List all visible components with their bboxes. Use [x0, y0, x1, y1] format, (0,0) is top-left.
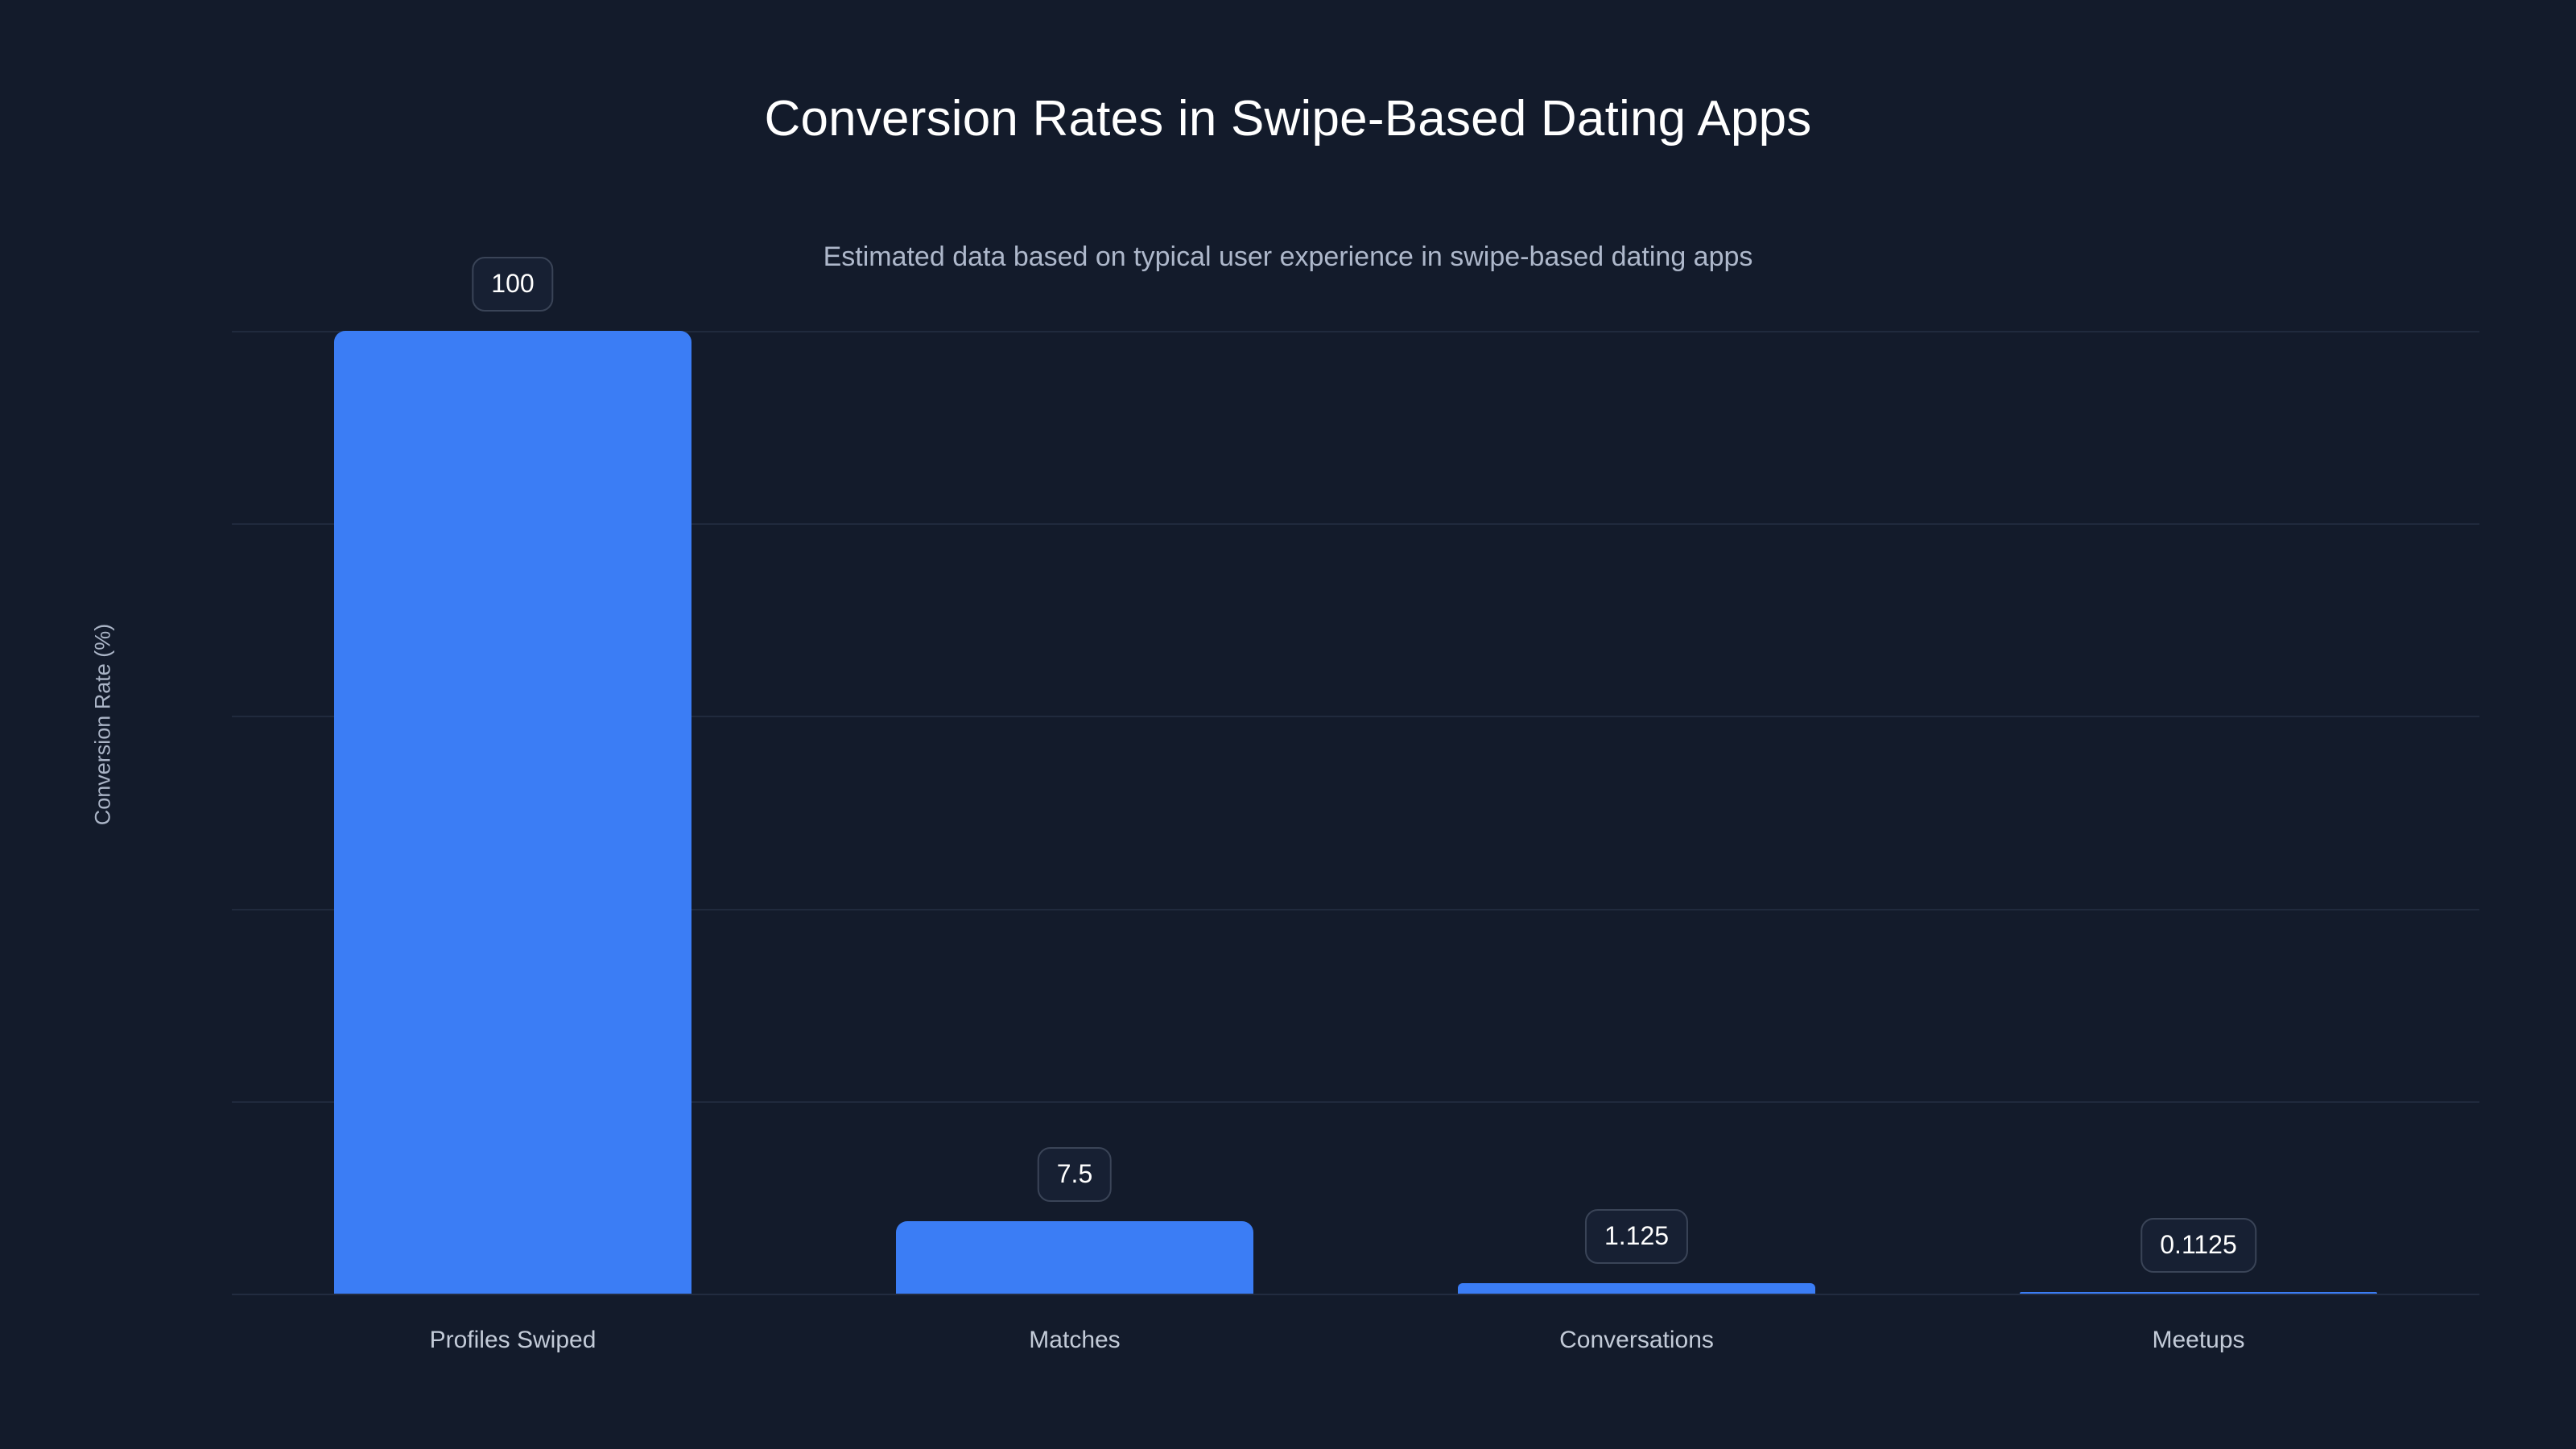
x-axis-tick-label: Profiles Swiped	[429, 1327, 597, 1353]
x-axis-tick-label: Conversations	[1559, 1327, 1714, 1353]
chart-title: Conversion Rates in Swipe-Based Dating A…	[764, 91, 1812, 147]
x-axis-tick-label: Matches	[1029, 1327, 1121, 1353]
bar[interactable]	[896, 1221, 1253, 1294]
gridline	[232, 1294, 2479, 1295]
gridline	[232, 1100, 2479, 1103]
gridline	[232, 331, 2479, 332]
y-axis-title: Conversion Rate (%)	[90, 623, 115, 826]
bar[interactable]	[1458, 1282, 1815, 1294]
plot-area	[232, 331, 2479, 1295]
bar-value-label: 7.5	[1037, 1147, 1113, 1203]
gridline	[232, 523, 2479, 526]
gridline	[232, 908, 2479, 910]
bar[interactable]	[2020, 1292, 2377, 1294]
bar[interactable]	[334, 331, 691, 1294]
bar-value-label: 100	[472, 257, 554, 312]
bar-value-label: 1.125	[1584, 1208, 1689, 1264]
gridline	[232, 716, 2479, 718]
x-axis-tick-label: Meetups	[2152, 1327, 2245, 1353]
chart-subtitle: Estimated data based on typical user exp…	[823, 242, 1753, 272]
bar-value-label: 0.1125	[2140, 1218, 2256, 1273]
